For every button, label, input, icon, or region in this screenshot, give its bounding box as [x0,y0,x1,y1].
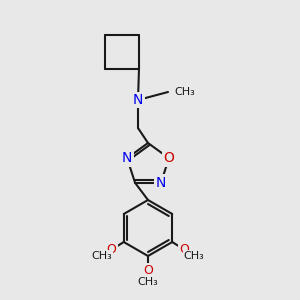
Text: O: O [179,243,189,256]
Text: N: N [133,93,143,107]
Text: CH₃: CH₃ [174,87,195,97]
Text: CH₃: CH₃ [138,277,158,287]
Text: O: O [107,243,117,256]
Text: CH₃: CH₃ [184,251,205,261]
Text: O: O [143,264,153,277]
Text: N: N [156,176,166,190]
Text: O: O [164,151,174,165]
Text: N: N [122,151,132,165]
Text: CH₃: CH₃ [92,251,112,261]
